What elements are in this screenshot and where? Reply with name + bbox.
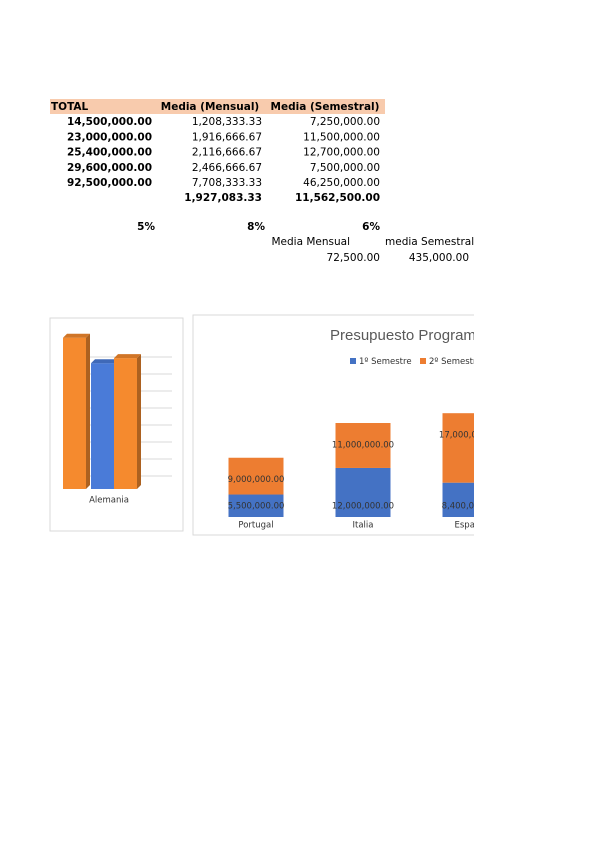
total-cell: 1,927,083.33: [184, 192, 262, 204]
legend-label: 1º Semestre: [359, 357, 412, 367]
bar-segment: [335, 423, 391, 468]
cell: 11,500,000.00: [303, 131, 380, 143]
legend-swatch: [420, 358, 426, 364]
summary-value: 435,000.00: [409, 252, 469, 264]
bar-side: [86, 333, 90, 489]
data-label: 11,000,000.00: [332, 441, 394, 451]
legend-label: 2º Semestre: [429, 357, 482, 367]
header-cell: Media (Mensual): [161, 101, 259, 113]
cell: 7,250,000.00: [310, 116, 380, 128]
chart-title: Presupuesto Programado: [330, 327, 501, 344]
summary-label: media Semestral: [385, 236, 474, 248]
header-cell: Media (Semestral): [271, 101, 380, 113]
cell: 23,000,000.00: [67, 131, 152, 143]
cell: 92,500,000.00: [67, 177, 152, 189]
total-cell: 11,562,500.00: [295, 192, 380, 204]
bar-top: [114, 354, 141, 359]
percent-cell: 5%: [137, 221, 155, 233]
data-label: 8,400,000.00: [442, 502, 499, 512]
summary-label: Media Mensual: [271, 236, 350, 248]
cell: 2,466,666.67: [192, 162, 262, 174]
bar-segment: [228, 457, 284, 495]
bar: [114, 358, 137, 489]
data-label: 5,500,000.00: [228, 502, 285, 512]
bar-side: [137, 354, 141, 489]
bar: [63, 337, 86, 489]
bar-segment: [442, 482, 474, 517]
x-tick-label: España: [455, 521, 486, 531]
header-band: [50, 99, 385, 114]
x-tick-label: Portugal: [238, 521, 273, 531]
cell: 46,250,000.00: [303, 177, 380, 189]
cell: 7,708,333.33: [192, 177, 262, 189]
cell: 7,500,000.00: [310, 162, 380, 174]
summary-value: 72,500.00: [327, 252, 380, 264]
percent-cell: 8%: [247, 221, 265, 233]
bar-top: [91, 359, 118, 364]
cell: 14,500,000.00: [67, 116, 152, 128]
bar-segment: [442, 413, 474, 483]
data-label: 12,000,000.00: [332, 502, 394, 512]
cell: 2,116,666.67: [192, 147, 262, 159]
charts: Media Mensual media Semestral 72,500.00 435…: [63, 236, 501, 531]
legend-swatch: [350, 358, 356, 364]
data-label: 17,000,000.00: [439, 431, 501, 441]
bar-segment: [228, 494, 284, 517]
cell: 1,208,333.33: [192, 116, 262, 128]
cell: 1,916,666.67: [192, 131, 262, 143]
bar-segment: [335, 467, 391, 517]
table: TOTAL Media (Mensual) Media (Semestral) 14,…: [51, 101, 380, 233]
x-tick-label: Alemania: [89, 496, 129, 506]
bar-top: [63, 333, 90, 338]
cell: 25,400,000.00: [67, 147, 152, 159]
percent-cell: 6%: [362, 221, 380, 233]
bar: [91, 363, 114, 489]
x-tick-label: Italia: [353, 521, 374, 531]
cell: 12,700,000.00: [303, 147, 380, 159]
header-cell: TOTAL: [51, 101, 89, 113]
cell: 29,600,000.00: [67, 162, 152, 174]
data-label: 9,000,000.00: [228, 475, 285, 485]
